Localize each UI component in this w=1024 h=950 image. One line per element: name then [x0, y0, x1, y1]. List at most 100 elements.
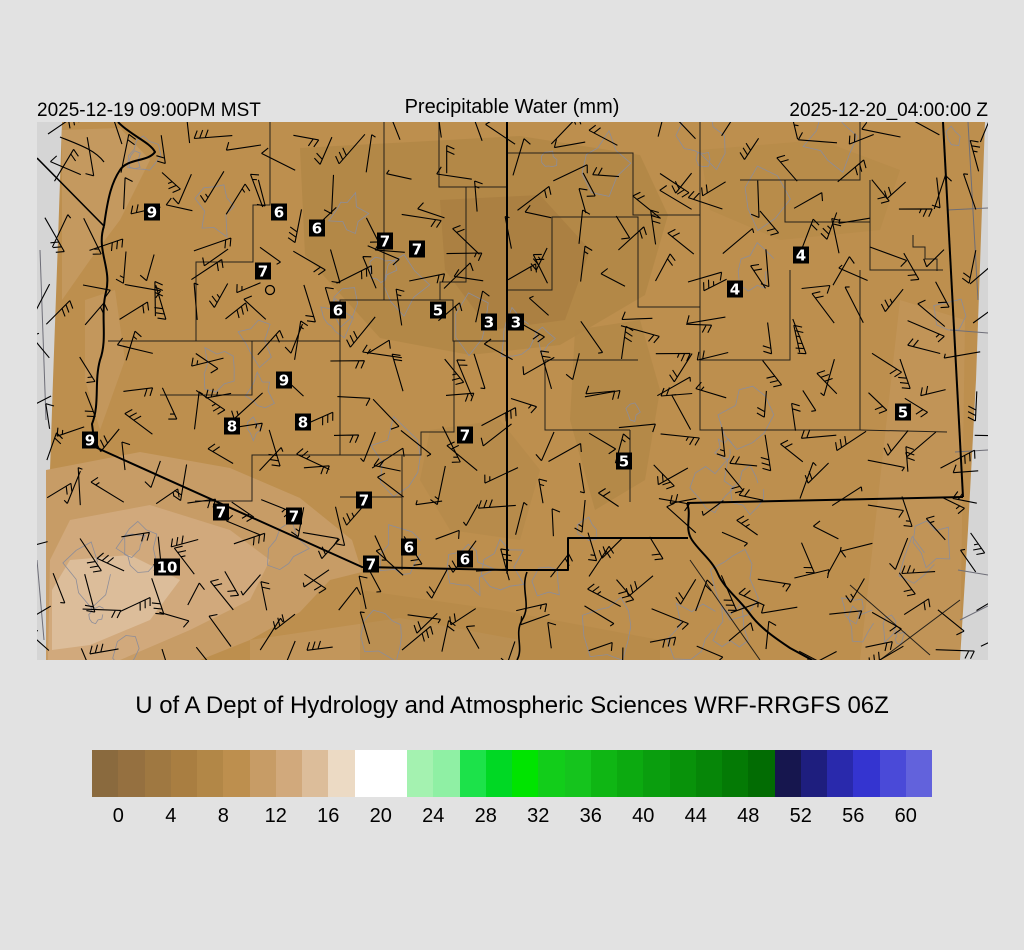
station-value: 6 — [460, 551, 470, 569]
wind-barb — [195, 389, 226, 415]
station-value-box — [363, 555, 379, 573]
contour-line — [540, 150, 558, 168]
wind-barb — [83, 217, 102, 255]
wind-barb — [868, 645, 904, 660]
wind-barb — [580, 245, 593, 282]
station-value: 5 — [898, 404, 908, 422]
wind-barb — [721, 531, 748, 547]
wind-barb — [905, 446, 915, 472]
colorbar-segment — [249, 750, 276, 797]
wind-barb — [522, 356, 555, 376]
colorbar-segment — [144, 750, 171, 797]
colorbar-tick-label: 36 — [579, 805, 602, 827]
station-value: 9 — [147, 204, 157, 222]
wind-barb — [187, 582, 205, 606]
wind-barb — [952, 464, 979, 474]
wind-barb — [757, 578, 792, 592]
wind-barb — [120, 133, 137, 173]
wind-barb — [553, 164, 588, 182]
wind-barb — [286, 640, 296, 660]
wind-barb — [861, 122, 901, 138]
station-value-box — [457, 550, 473, 568]
station-values: 9 6 6 7 7 7 6 5 3 3 4 4 9 8 8 9 7 5 5 7 7 7 6 6 7 10 — [82, 203, 911, 577]
wind-barb — [202, 248, 229, 267]
colorbar-segment — [512, 750, 539, 797]
wind-barb — [625, 575, 654, 597]
wind-barb — [317, 538, 340, 559]
wind-barb — [82, 608, 122, 619]
wind-barb — [738, 487, 764, 501]
wind-barb — [686, 323, 713, 334]
wind-barb — [820, 359, 835, 397]
wind-barb — [446, 252, 483, 262]
colorbar-segment — [827, 750, 854, 797]
wind-barb — [52, 572, 66, 604]
colorbar-segment — [590, 750, 617, 797]
wind-barb — [56, 426, 85, 437]
station-value: 6 — [404, 539, 414, 557]
map-canvas: 9 6 6 7 7 7 6 5 3 3 4 4 9 8 8 9 7 5 5 7 7 7 6 6 7 10 — [37, 122, 988, 660]
wind-barb — [401, 213, 442, 228]
contour-line — [128, 150, 141, 170]
wind-barb — [161, 172, 181, 194]
wind-barb — [375, 548, 404, 576]
station-value: 8 — [298, 414, 308, 432]
wind-barb — [125, 330, 142, 361]
contour-line — [737, 241, 775, 292]
station-value-box — [457, 426, 473, 444]
wind-barb — [224, 571, 240, 597]
colorbar-segment — [774, 750, 801, 797]
wind-barb — [512, 138, 531, 176]
wind-barb — [338, 586, 362, 611]
wind-barb — [669, 353, 693, 383]
product-title: U of A Dept of Hydrology and Atmospheric… — [135, 692, 889, 719]
wind-barb — [925, 515, 946, 541]
wind-barb — [793, 192, 824, 209]
wind-barb — [657, 122, 663, 137]
wind-barb — [901, 565, 936, 575]
wind-barb — [365, 134, 376, 173]
wind-barb — [588, 124, 618, 146]
wind-barb — [914, 122, 940, 136]
station-value: 7 — [258, 263, 268, 281]
colorbar-tick-label: 4 — [165, 805, 177, 827]
wind-barb — [123, 177, 133, 210]
station-value: 7 — [366, 556, 376, 574]
wind-barb — [47, 122, 80, 135]
contour-line — [369, 256, 398, 283]
wind-barb — [195, 646, 208, 660]
wind-barb — [268, 429, 281, 467]
wind-barb — [225, 141, 262, 151]
wind-barb — [261, 147, 296, 171]
wind-barb — [655, 352, 691, 362]
colorbar-segment — [669, 750, 696, 797]
wind-barb — [296, 448, 330, 470]
wind-barb — [436, 166, 472, 180]
wind-barb — [413, 613, 438, 634]
wind-barb — [759, 210, 780, 236]
wind-barb — [898, 358, 911, 390]
wind-barb — [386, 169, 412, 180]
contour-line — [945, 125, 961, 147]
station-value: 7 — [359, 492, 369, 510]
wind-barb — [829, 610, 863, 619]
station-value-box — [409, 240, 425, 258]
wind-barb — [660, 387, 693, 397]
wind-barb — [240, 574, 261, 596]
wind-barb — [780, 439, 804, 463]
wind-barb — [587, 532, 598, 562]
wind-barb — [618, 423, 656, 433]
wind-barb — [84, 302, 109, 326]
colorbar-segment — [197, 750, 224, 797]
station-value-box — [144, 203, 160, 221]
wind-barb — [933, 174, 952, 210]
wind-barb — [904, 397, 928, 418]
contour-line — [581, 596, 632, 660]
wind-barb — [156, 135, 166, 165]
station-value-box — [356, 491, 372, 509]
wind-barb — [392, 122, 401, 140]
wind-barb — [730, 602, 759, 614]
wind-barb — [528, 295, 549, 316]
wind-barb — [980, 642, 988, 647]
